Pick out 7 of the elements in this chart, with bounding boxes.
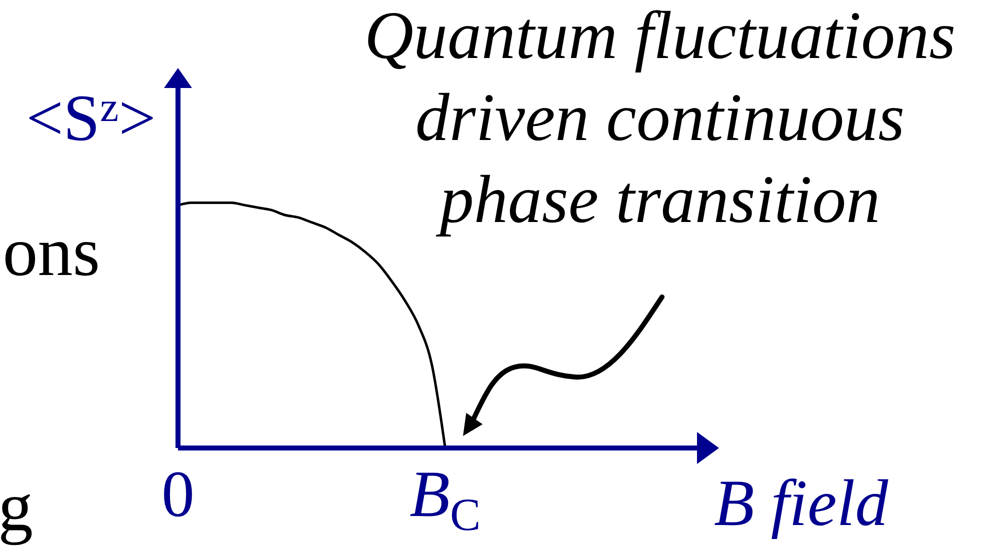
- x-tick-label: B$_{C}$: [410, 458, 481, 540]
- x-axis-title: B field: [714, 467, 890, 540]
- x-tick-label: 0: [162, 458, 194, 531]
- y-axis-title: <S$^{z}$>: [26, 82, 156, 155]
- text: ons: [2, 214, 100, 291]
- text: g: [0, 469, 33, 546]
- annotation: Quantum fluctuations driven continuous phase transition: [364, 0, 956, 237]
